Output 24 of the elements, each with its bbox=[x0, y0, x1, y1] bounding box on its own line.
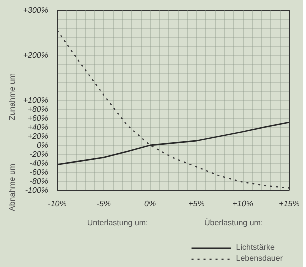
x-tick-label: -5% bbox=[96, 200, 112, 208]
y-tick-label: +20% bbox=[28, 132, 49, 141]
text: Überlastung um: bbox=[204, 218, 264, 228]
x-tick-label: +15% bbox=[279, 200, 300, 208]
y-tick-label: +200% bbox=[23, 51, 49, 60]
x-tick-label: +5% bbox=[188, 200, 205, 208]
y-tick-label: +100% bbox=[23, 96, 49, 105]
y-tick-label: -60% bbox=[30, 168, 49, 177]
x-tick-label: -10% bbox=[48, 200, 67, 208]
text: Unterlastung um: bbox=[87, 218, 148, 228]
legend-label: Lichtstärke bbox=[236, 243, 275, 252]
y-tick-label: -100% bbox=[25, 186, 48, 195]
y-tick-label: +80% bbox=[28, 105, 49, 114]
y-tick-label: +60% bbox=[28, 114, 49, 123]
text: Zunahme um bbox=[8, 73, 17, 121]
x-tick-label: +10% bbox=[232, 200, 254, 208]
y-tick-label: -80% bbox=[30, 177, 49, 186]
x-tick-label: 0% bbox=[144, 200, 156, 208]
legend-label: Lebensdauer bbox=[236, 254, 283, 263]
y-tick-label: +300% bbox=[23, 6, 49, 15]
y-tick-label: -40% bbox=[30, 159, 49, 168]
y-tick-label: 0% bbox=[36, 141, 48, 150]
y-tick-label: +40% bbox=[28, 123, 49, 132]
y-tick-label: -20% bbox=[30, 150, 49, 159]
